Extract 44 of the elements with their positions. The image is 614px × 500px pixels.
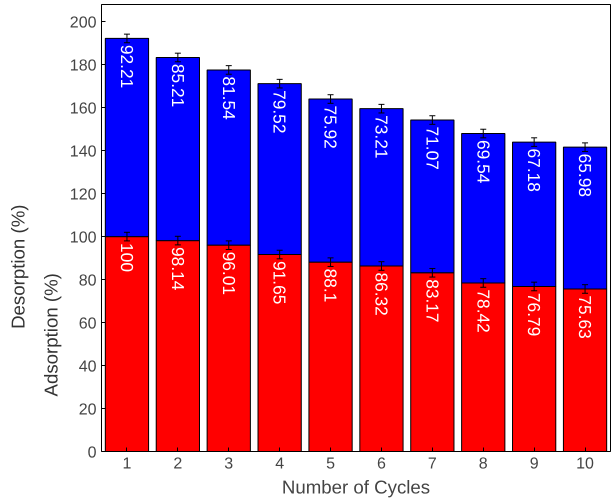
y-tick-label: 100 [70,230,97,247]
x-tick-label: 1 [122,456,132,472]
data-label: 88.1 [320,268,341,302]
y-tick-label: 120 [70,186,97,204]
y-tick-label: 0 [88,444,97,462]
x-tick-label: 7 [428,456,437,472]
data-label: 100 [116,243,137,272]
x-tick-label: 10 [576,456,594,472]
y-axis-title: Adsorption (%) [40,273,62,396]
y-tick-label: 140 [70,144,97,161]
text: Desorption (%) [8,204,28,329]
x-axis-title: Number of Cycles [282,476,430,498]
data-label: 85.21 [168,64,188,108]
x-tick-label: 2 [173,456,182,472]
y-tick-label: 60 [78,316,97,333]
data-label: 65.98 [575,154,596,197]
data-label: 98.14 [168,247,188,291]
data-label: 78.42 [473,289,494,333]
data-label: 69.54 [473,140,494,184]
data-label: 79.52 [270,90,290,134]
y-tick-label: 40 [78,358,97,376]
y-tick-label: 80 [78,272,97,290]
data-label: 73.21 [371,115,392,158]
data-label: 91.65 [270,260,290,304]
data-label: 81.54 [218,76,239,120]
data-label: 75.92 [320,105,341,149]
data-label: 71.07 [422,126,442,170]
x-tick-label: 3 [224,456,234,472]
data-label: 75.63 [575,295,596,339]
data-label: 67.18 [524,148,544,192]
x-tick-label: 8 [478,456,488,472]
data-label: 83.17 [422,279,442,323]
y-tick-label: 200 [70,14,97,32]
y-tick-label: 160 [70,100,97,118]
data-label: 96.01 [218,252,239,295]
data-label: 92.21 [116,44,137,88]
data-label: 86.32 [371,272,392,316]
x-tick-label: 6 [377,456,386,472]
y-tick-label: 20 [78,402,97,419]
x-tick-label: 4 [275,456,284,472]
x-tick-label: 9 [530,456,539,472]
y-tick-label: 180 [70,58,97,75]
x-tick-label: 5 [326,456,336,472]
data-label: 76.79 [524,292,544,336]
